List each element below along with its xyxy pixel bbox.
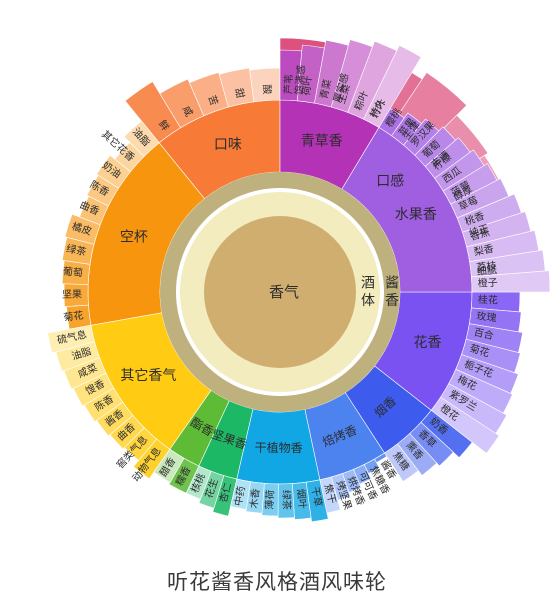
center-core bbox=[204, 216, 356, 368]
category-2 bbox=[124, 67, 281, 200]
category-9 bbox=[344, 365, 473, 482]
category-2-label: 口味 bbox=[214, 137, 242, 153]
category-6-item-3-sector bbox=[185, 465, 212, 500]
flavor-sectors bbox=[47, 37, 551, 523]
category-2-item-4-label: 甜 bbox=[232, 87, 247, 99]
category-4-item-9-sector bbox=[47, 324, 95, 354]
category-6 bbox=[185, 400, 254, 517]
chart-title: 听花酱香风格酒风味轮 bbox=[167, 570, 387, 594]
category-1-item-8-label: 细腻 bbox=[476, 263, 497, 278]
wheel-center bbox=[160, 172, 400, 412]
category-7-item-6-label: 中药 bbox=[231, 485, 248, 507]
category-7-item-2-label: 烟叶 bbox=[294, 488, 309, 509]
category-7-item-4-label: 薄荷 bbox=[263, 489, 277, 510]
category-11-item-13-sector bbox=[471, 270, 551, 293]
category-3-item-4-label: 绿茶 bbox=[65, 242, 87, 259]
category-7-item-1-label: 干草 bbox=[309, 486, 324, 508]
category-8 bbox=[304, 392, 388, 514]
category-2-item-5-label: 酸 bbox=[260, 84, 274, 95]
category-7-item-5-label: 木香 bbox=[248, 488, 262, 509]
center-label-middle-char-1: 酒 bbox=[361, 275, 375, 291]
category-7-item-3-label: 绿茶 bbox=[280, 490, 294, 510]
category-8-item-6-sector bbox=[319, 476, 341, 514]
category-10-label: 花香 bbox=[414, 335, 442, 351]
category-3-item-10-sector bbox=[123, 120, 160, 157]
center-label-middle-char-2: 体 bbox=[361, 293, 375, 309]
center-label-outer-char-2: 香 bbox=[385, 293, 399, 309]
category-1-item-1-label: 饱满感 bbox=[292, 64, 308, 95]
category-10-item-1-label: 桂花 bbox=[478, 293, 499, 307]
category-5 bbox=[153, 389, 230, 494]
category-12-item-1-label: 芦苇 bbox=[281, 74, 295, 95]
category-2-item-2-label: 咸 bbox=[180, 104, 195, 118]
category-11 bbox=[341, 108, 551, 293]
category-12 bbox=[279, 39, 422, 190]
category-10-item-8-sector bbox=[430, 396, 500, 454]
category-12-label: 青草香 bbox=[301, 134, 343, 150]
category-12-item-2-label: 荷叶 bbox=[300, 75, 315, 96]
category-7-label: 干植物香 bbox=[255, 440, 303, 455]
category-10-item-3-label: 百合 bbox=[473, 325, 495, 342]
category-11-item-11-label: 梨香 bbox=[473, 242, 495, 259]
category-10-item-2-label: 玫瑰 bbox=[476, 309, 497, 324]
category-7-item-6-sector bbox=[230, 478, 251, 510]
category-9-item-4-sector bbox=[384, 443, 419, 482]
category-7 bbox=[230, 408, 329, 523]
category-3-label: 空杯 bbox=[120, 229, 148, 245]
category-3-item-1-label: 菊花 bbox=[63, 309, 84, 324]
category-11-item-13-label: 橙子 bbox=[478, 276, 498, 290]
center-label-core: 香气 bbox=[269, 283, 299, 301]
category-3-item-2-label: 坚果 bbox=[62, 288, 82, 300]
category-4 bbox=[47, 312, 212, 480]
category-2-item-3-label: 苦 bbox=[205, 93, 221, 107]
category-3-item-3-label: 葡萄 bbox=[62, 265, 83, 280]
center-label-outer-char-1: 酱 bbox=[385, 275, 399, 291]
category-1-label: 口感 bbox=[376, 173, 404, 190]
category-11-item-10-label: 香蕉 bbox=[469, 226, 492, 243]
category-11-item-12-label: 荔枝 bbox=[476, 259, 497, 274]
category-12-item-6-sector bbox=[363, 44, 422, 128]
category-12-item-3-label: 青菜 bbox=[317, 78, 334, 100]
category-4-label: 其它香气 bbox=[120, 367, 176, 384]
category-11-label: 水果香 bbox=[395, 207, 437, 223]
category-5-item-2-sector bbox=[153, 448, 185, 483]
